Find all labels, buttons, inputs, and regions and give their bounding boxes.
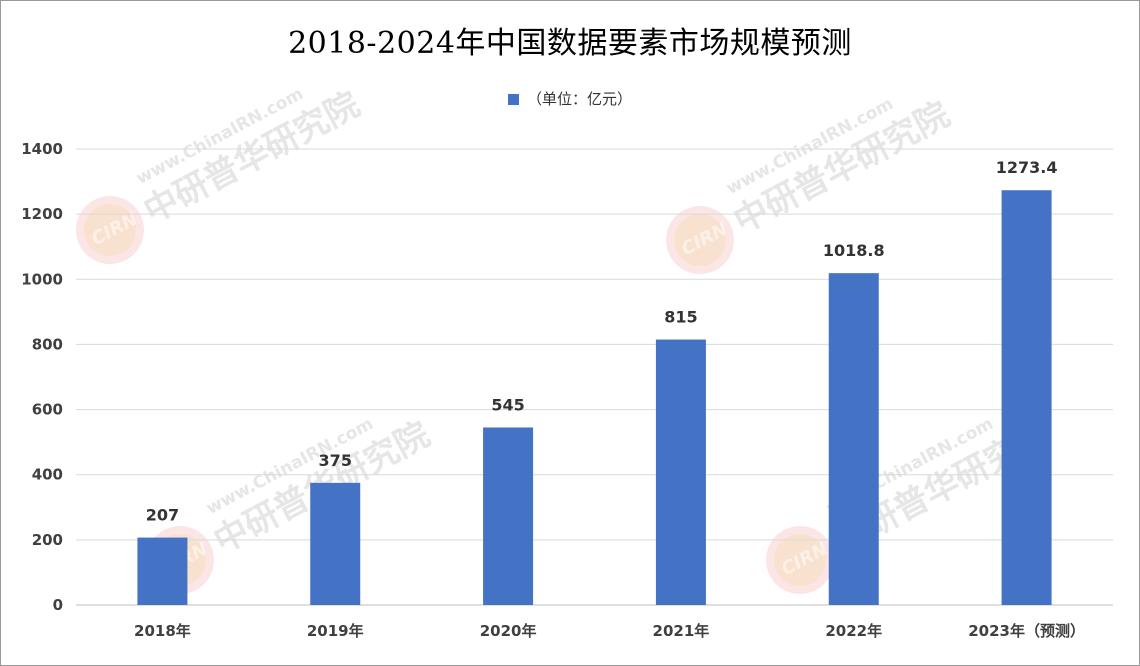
data-label: 1018.8 [823, 241, 885, 260]
y-tick-label: 800 [32, 335, 63, 353]
x-tick-label: 2022年 [825, 622, 882, 640]
data-label: 815 [664, 308, 697, 327]
bar [1001, 190, 1052, 606]
data-label: 545 [491, 395, 524, 414]
watermark-logo-inner [674, 214, 726, 266]
x-tick-label: 2019年 [307, 622, 364, 640]
data-labels: 207 375 545 815 1018.8 1273.4 [146, 158, 1058, 524]
watermark-logo-circle [76, 196, 144, 264]
watermark-logo-inner [84, 204, 136, 256]
bar [310, 482, 361, 605]
watermark-logo-circle [766, 526, 834, 594]
bars [137, 190, 1052, 606]
x-tick-label: 2020年 [480, 622, 537, 640]
x-tick-label: 2023年（预测） [968, 622, 1085, 640]
y-tick-label: 0 [53, 596, 63, 614]
data-label: 1273.4 [996, 158, 1058, 177]
y-tick-label: 600 [32, 401, 63, 419]
watermark-logo-inner [774, 534, 826, 586]
legend-label: （单位：亿元） [526, 90, 632, 108]
data-label: 207 [146, 506, 179, 525]
bar [483, 427, 534, 605]
data-label: 375 [319, 451, 352, 470]
legend-swatch [507, 94, 519, 105]
x-tick-label: 2018年 [134, 622, 191, 640]
chart-title: 2018-2024年中国数据要素市场规模预测 [288, 26, 852, 61]
x-tick-label: 2021年 [653, 622, 710, 640]
bar [137, 537, 188, 605]
y-tick-label: 400 [32, 466, 63, 484]
y-tick-label: 200 [32, 531, 63, 549]
y-tick-label: 1200 [21, 205, 63, 223]
x-axis-ticks: 2018年 2019年 2020年 2021年 2022年 2023年（预测） [134, 622, 1085, 640]
bar [828, 273, 879, 605]
y-axis-ticks: 0 200 400 600 800 1000 1200 1400 [21, 140, 63, 614]
gridlines [76, 148, 1113, 606]
bar [655, 339, 706, 605]
y-tick-label: 1400 [21, 140, 63, 158]
y-tick-label: 1000 [21, 270, 63, 288]
watermark-logo-circle [666, 206, 734, 274]
chart-legend: （单位：亿元） [0, 88, 1140, 109]
